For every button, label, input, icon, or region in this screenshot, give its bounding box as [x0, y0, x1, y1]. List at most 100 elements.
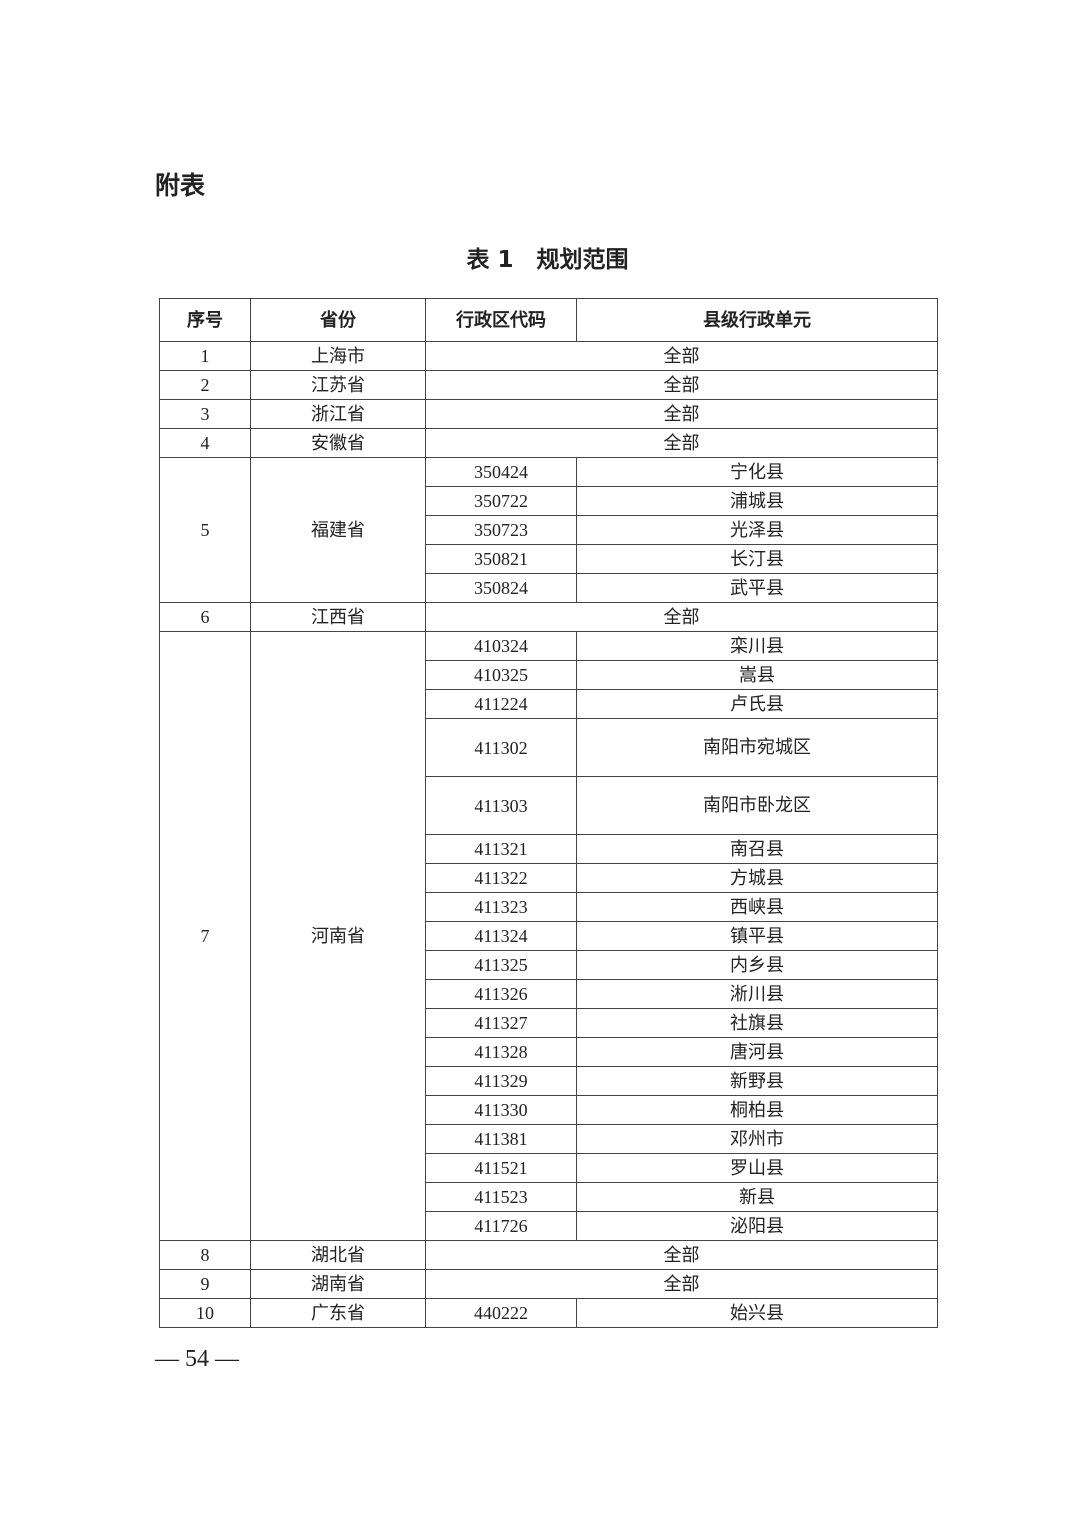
admin-code: 411329 [425, 1066, 577, 1096]
table-row: 411224 卢氏县 [160, 689, 938, 719]
county-name: 嵩县 [739, 665, 775, 685]
province-name: 福建省 [250, 457, 426, 603]
county-unit: 罗山县 [576, 1153, 938, 1183]
admin-code: 411523 [425, 1182, 577, 1212]
table-row: 10 广东省 440222 始兴县 [159, 1298, 938, 1328]
county-unit: 卢氏县 [576, 689, 938, 719]
table-row: 350824 武平县 [160, 573, 938, 603]
county-name: 宁化县 [730, 462, 784, 482]
province-name: 江西省 [250, 602, 426, 632]
admin-code: 411303 [425, 776, 577, 835]
county-name: 邓州市 [730, 1129, 784, 1149]
admin-code: 411323 [425, 892, 577, 922]
county-name: 社旗县 [730, 1013, 784, 1033]
city-prefix: 南阳市 [703, 737, 757, 758]
county-name: 新野县 [730, 1071, 784, 1091]
admin-code: 411326 [425, 979, 577, 1009]
county-unit: 南阳市宛城区 [576, 718, 938, 777]
all-counties: 全部 [425, 1269, 938, 1299]
county-unit: 淅川县 [576, 979, 938, 1009]
header-no: 序号 [159, 298, 251, 342]
county-name: 卢氏县 [730, 694, 784, 714]
admin-code: 411330 [425, 1095, 577, 1125]
all-counties: 全部 [425, 1240, 938, 1270]
county-unit: 南召县 [576, 834, 938, 864]
table-row: 410325 嵩县 [160, 660, 938, 690]
county-unit: 社旗县 [576, 1008, 938, 1038]
row-number: 10 [159, 1298, 251, 1328]
table-row: 2 江苏省 全部 [159, 370, 938, 400]
table-row: 411328 唐河县 [160, 1037, 938, 1067]
admin-code: 350722 [425, 486, 577, 516]
admin-code: 411381 [425, 1124, 577, 1154]
county-name: 宛城区 [757, 737, 811, 757]
table-row: 411323 西峡县 [160, 892, 938, 922]
table-row: 411321 南召县 [160, 834, 938, 864]
county-name: 栾川县 [730, 636, 784, 656]
table-row: 4 安徽省 全部 [159, 428, 938, 458]
table-row: 6 江西省 全部 [159, 602, 938, 632]
all-counties: 全部 [425, 428, 938, 458]
province-name: 浙江省 [250, 399, 426, 429]
county-unit: 方城县 [576, 863, 938, 893]
admin-code: 411302 [425, 718, 577, 777]
admin-code: 410324 [425, 631, 577, 661]
admin-code: 411726 [425, 1211, 577, 1241]
province-name: 广东省 [250, 1298, 426, 1328]
table-row: 411521 罗山县 [160, 1153, 938, 1183]
admin-code: 411328 [425, 1037, 577, 1067]
county-name: 罗山县 [730, 1158, 784, 1178]
table-row: 411381 邓州市 [160, 1124, 938, 1154]
city-prefix: 南阳市 [703, 795, 757, 816]
admin-code: 411224 [425, 689, 577, 719]
table-row: 411325 内乡县 [160, 950, 938, 980]
table-row: 5 福建省 350424 宁化县 [159, 457, 938, 603]
table-row: 411302 南阳市宛城区 [160, 718, 938, 777]
county-name: 卧龙区 [757, 795, 811, 815]
table-row: 7 河南省 410324 栾川县 [159, 631, 938, 1241]
province-name: 河南省 [250, 631, 426, 1241]
all-counties: 全部 [425, 370, 938, 400]
county-name: 镇平县 [730, 926, 784, 946]
row-number: 1 [159, 341, 251, 371]
row-number: 7 [159, 631, 251, 1241]
county-name: 浦城县 [730, 491, 784, 511]
province-name: 安徽省 [250, 428, 426, 458]
county-name: 始兴县 [730, 1303, 784, 1323]
admin-code: 411327 [425, 1008, 577, 1038]
table-row: 1 上海市 全部 [159, 341, 938, 371]
table-row: 411327 社旗县 [160, 1008, 938, 1038]
county-name: 西峡县 [730, 897, 784, 917]
row-number: 5 [159, 457, 251, 603]
county-name: 泌阳县 [730, 1216, 784, 1236]
table-row: 411326 淅川县 [160, 979, 938, 1009]
table-row: 411322 方城县 [160, 863, 938, 893]
county-unit: 新县 [576, 1182, 938, 1212]
county-name: 南召县 [730, 839, 784, 859]
admin-code: 411325 [425, 950, 577, 980]
county-unit: 宁化县 [576, 457, 938, 487]
table-row: 411303 南阳市卧龙区 [160, 776, 938, 835]
header-code: 行政区代码 [425, 298, 577, 342]
table-header-row: 序号 省份 行政区代码 县级行政单元 [159, 298, 938, 342]
table-row: 9 湖南省 全部 [159, 1269, 938, 1299]
county-unit: 浦城县 [576, 486, 938, 516]
table-row: 411329 新野县 [160, 1066, 938, 1096]
table-row: 3 浙江省 全部 [159, 399, 938, 429]
all-counties: 全部 [425, 341, 938, 371]
county-unit: 栾川县 [576, 631, 938, 661]
province-name: 湖南省 [250, 1269, 426, 1299]
admin-code: 411321 [425, 834, 577, 864]
admin-code: 350424 [425, 457, 577, 487]
county-name: 长汀县 [730, 549, 784, 569]
county-unit: 南阳市卧龙区 [576, 776, 938, 835]
county-unit: 始兴县 [576, 1298, 938, 1328]
admin-code: 350821 [425, 544, 577, 574]
row-number: 4 [159, 428, 251, 458]
county-name: 桐柏县 [730, 1100, 784, 1120]
admin-code: 350723 [425, 515, 577, 545]
county-name: 淅川县 [730, 984, 784, 1004]
appendix-heading: 附表 [155, 171, 206, 200]
county-unit: 长汀县 [576, 544, 938, 574]
row-number: 8 [159, 1240, 251, 1270]
